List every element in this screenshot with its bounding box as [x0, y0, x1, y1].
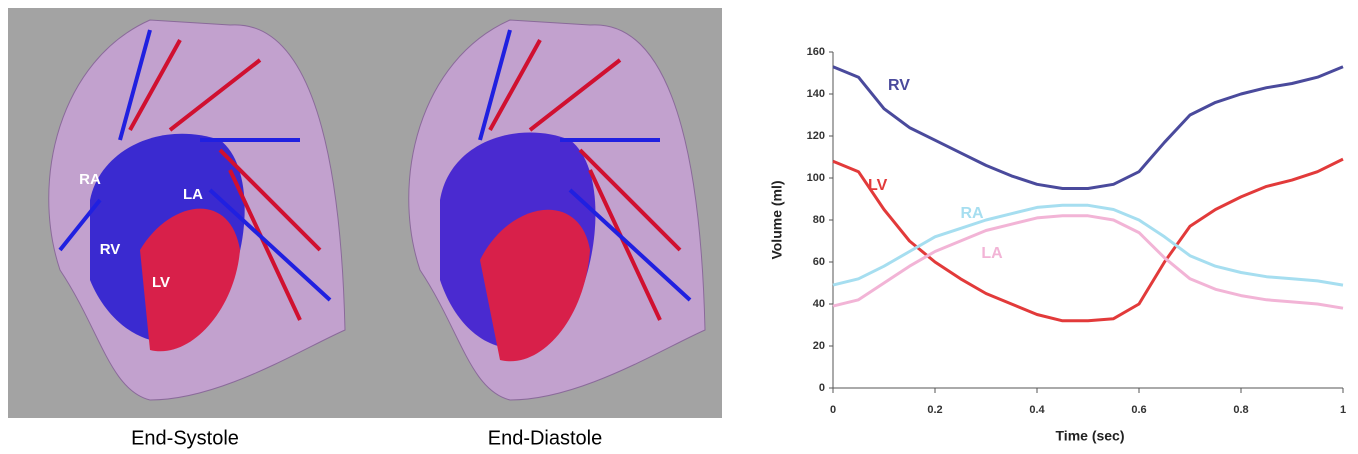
- y-tick-label: 160: [807, 46, 825, 58]
- y-tick-label: 80: [813, 214, 825, 226]
- x-tick-label: 0.2: [927, 404, 942, 416]
- x-tick-label: 1: [1340, 404, 1346, 416]
- x-axis-label: Time (sec): [1056, 428, 1125, 444]
- y-tick-label: 120: [807, 130, 825, 142]
- image-caption: End-Systole: [131, 427, 239, 449]
- y-tick-label: 0: [819, 382, 825, 394]
- anatomy-label: RA: [79, 171, 101, 188]
- image-caption: End-Diastole: [488, 427, 603, 449]
- heart-illustration: [408, 19, 706, 401]
- series-label: LV: [868, 177, 888, 194]
- y-tick-label: 60: [813, 256, 825, 268]
- x-tick-label: 0.8: [1233, 404, 1248, 416]
- y-tick-label: 140: [807, 88, 825, 100]
- anatomy-label: LV: [152, 274, 170, 291]
- series-line: [832, 214, 1344, 310]
- series-label: LA: [981, 245, 1003, 262]
- x-tick-label: 0.6: [1131, 404, 1146, 416]
- y-axis-label: Volume (ml): [769, 180, 785, 259]
- series-line: [832, 203, 1344, 287]
- series-label: RV: [888, 77, 910, 94]
- x-tick-label: 0.4: [1029, 404, 1045, 416]
- y-tick-label: 20: [813, 340, 825, 352]
- y-tick-label: 100: [807, 172, 825, 184]
- x-tick-label: 0: [830, 404, 836, 416]
- line-chart: Time (sec) Volume (ml) RV LV RA LA 0 20 40…: [769, 46, 1346, 444]
- series-label: RA: [960, 205, 984, 222]
- series-line: [832, 157, 1344, 323]
- heart-illustration: [48, 19, 346, 401]
- anatomy-label: LA: [183, 186, 203, 203]
- series-line: [832, 65, 1344, 190]
- y-tick-label: 40: [813, 298, 825, 310]
- anatomy-label: RV: [100, 241, 121, 258]
